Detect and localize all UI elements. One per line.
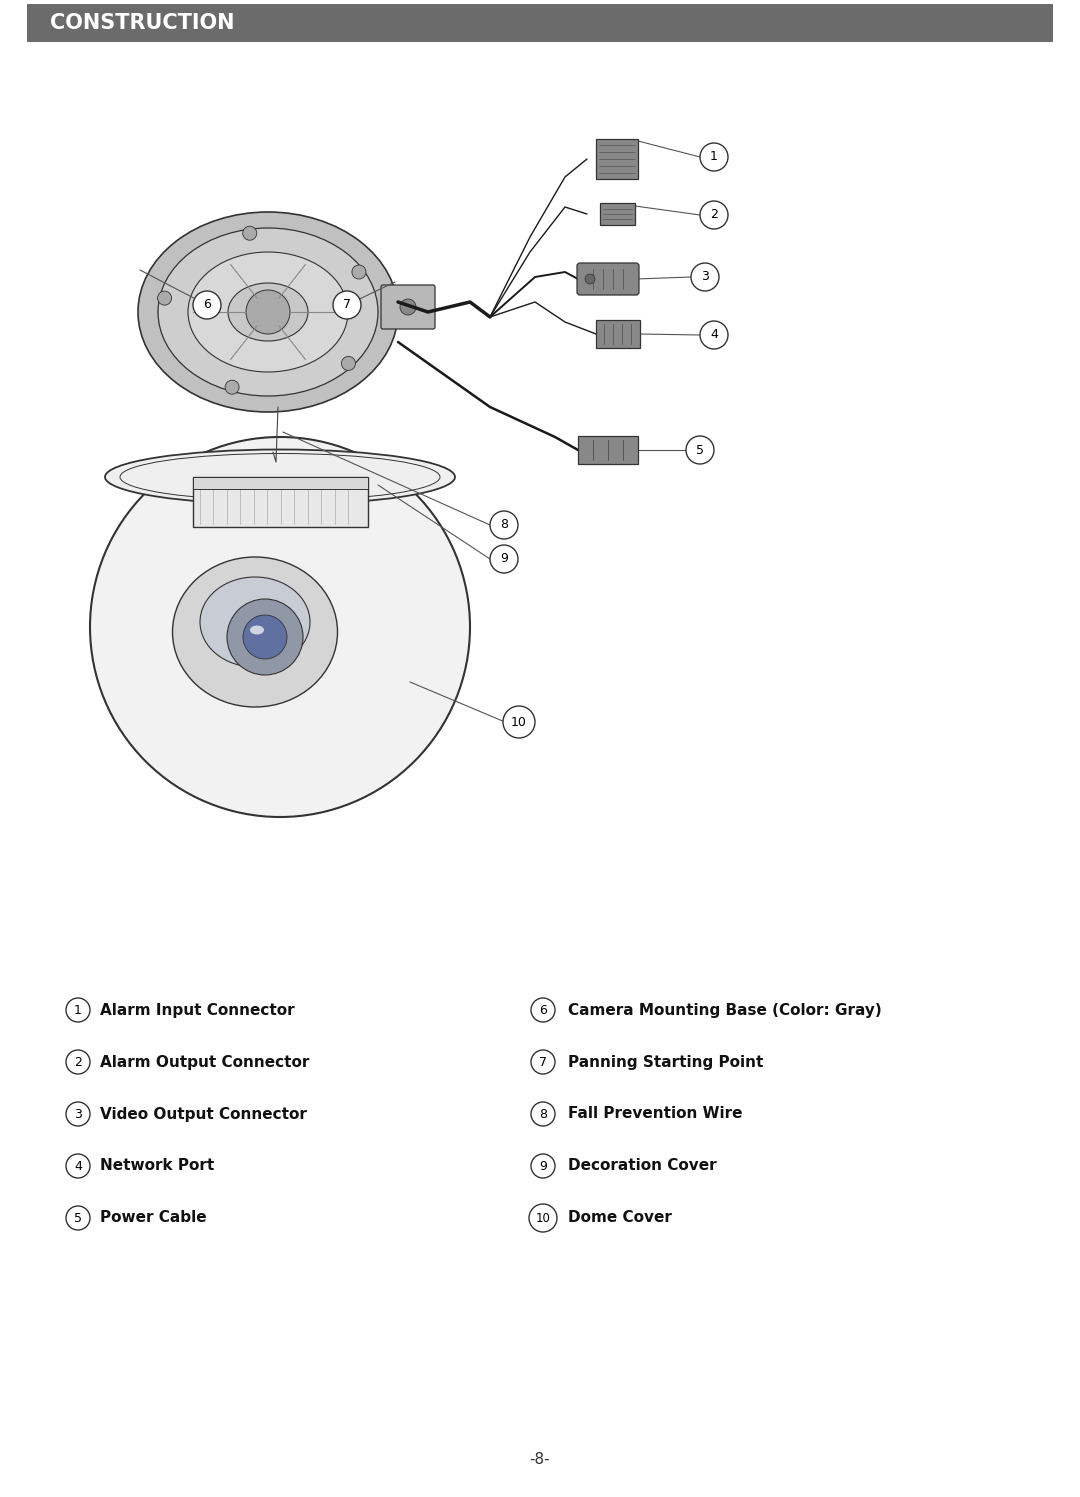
Text: -8-: -8- bbox=[529, 1452, 551, 1467]
Circle shape bbox=[490, 510, 518, 539]
Text: 1: 1 bbox=[75, 1003, 82, 1016]
Text: Panning Starting Point: Panning Starting Point bbox=[568, 1054, 764, 1069]
Circle shape bbox=[352, 265, 366, 278]
Circle shape bbox=[193, 290, 221, 319]
Circle shape bbox=[531, 1102, 555, 1126]
Text: Power Cable: Power Cable bbox=[100, 1211, 206, 1226]
Text: 2: 2 bbox=[75, 1055, 82, 1069]
Text: 4: 4 bbox=[75, 1160, 82, 1172]
Text: Network Port: Network Port bbox=[100, 1159, 214, 1174]
Text: 3: 3 bbox=[75, 1108, 82, 1120]
Circle shape bbox=[529, 1204, 557, 1232]
Text: 3: 3 bbox=[701, 271, 708, 283]
Text: 10: 10 bbox=[511, 716, 527, 729]
Ellipse shape bbox=[138, 213, 399, 412]
Text: Fall Prevention Wire: Fall Prevention Wire bbox=[568, 1106, 743, 1121]
Text: 5: 5 bbox=[75, 1211, 82, 1225]
Text: 1: 1 bbox=[710, 151, 718, 163]
Circle shape bbox=[400, 299, 416, 314]
Ellipse shape bbox=[173, 557, 337, 707]
Text: 8: 8 bbox=[539, 1108, 546, 1120]
Circle shape bbox=[585, 274, 595, 284]
Text: 2: 2 bbox=[710, 208, 718, 222]
Circle shape bbox=[691, 263, 719, 290]
Circle shape bbox=[66, 1154, 90, 1178]
Text: 9: 9 bbox=[539, 1160, 546, 1172]
Text: CONSTRUCTION: CONSTRUCTION bbox=[50, 13, 234, 33]
Text: Camera Mounting Base (Color: Gray): Camera Mounting Base (Color: Gray) bbox=[568, 1003, 881, 1018]
Text: 5: 5 bbox=[696, 443, 704, 457]
Ellipse shape bbox=[200, 576, 310, 668]
FancyBboxPatch shape bbox=[27, 4, 1053, 42]
Circle shape bbox=[686, 436, 714, 464]
FancyBboxPatch shape bbox=[596, 320, 640, 347]
Circle shape bbox=[503, 707, 535, 738]
FancyBboxPatch shape bbox=[192, 478, 367, 527]
Ellipse shape bbox=[188, 251, 348, 371]
Text: 4: 4 bbox=[710, 328, 718, 341]
Text: 6: 6 bbox=[539, 1003, 546, 1016]
Circle shape bbox=[227, 599, 303, 675]
FancyBboxPatch shape bbox=[577, 263, 639, 295]
Text: 9: 9 bbox=[500, 552, 508, 566]
FancyBboxPatch shape bbox=[596, 139, 638, 180]
Circle shape bbox=[246, 290, 291, 334]
Circle shape bbox=[225, 380, 239, 394]
Text: 6: 6 bbox=[203, 298, 211, 311]
Circle shape bbox=[66, 1207, 90, 1231]
Ellipse shape bbox=[249, 626, 264, 635]
Text: Video Output Connector: Video Output Connector bbox=[100, 1106, 307, 1121]
Circle shape bbox=[490, 545, 518, 573]
Circle shape bbox=[531, 1049, 555, 1073]
Circle shape bbox=[531, 998, 555, 1022]
Circle shape bbox=[66, 1102, 90, 1126]
Circle shape bbox=[333, 290, 361, 319]
Circle shape bbox=[158, 290, 172, 305]
Text: Alarm Output Connector: Alarm Output Connector bbox=[100, 1054, 309, 1069]
FancyBboxPatch shape bbox=[192, 478, 367, 490]
Text: 7: 7 bbox=[539, 1055, 546, 1069]
FancyBboxPatch shape bbox=[381, 284, 435, 329]
Text: Decoration Cover: Decoration Cover bbox=[568, 1159, 717, 1174]
Text: 10: 10 bbox=[536, 1211, 551, 1225]
Text: 7: 7 bbox=[343, 298, 351, 311]
Circle shape bbox=[341, 356, 355, 370]
Circle shape bbox=[243, 615, 287, 659]
Circle shape bbox=[700, 144, 728, 171]
Circle shape bbox=[66, 998, 90, 1022]
Circle shape bbox=[90, 437, 470, 817]
Circle shape bbox=[243, 226, 257, 240]
Circle shape bbox=[66, 1049, 90, 1073]
Ellipse shape bbox=[158, 228, 378, 397]
Circle shape bbox=[700, 201, 728, 229]
Text: 8: 8 bbox=[500, 518, 508, 531]
FancyBboxPatch shape bbox=[578, 436, 638, 464]
Circle shape bbox=[531, 1154, 555, 1178]
Circle shape bbox=[700, 320, 728, 349]
Text: Dome Cover: Dome Cover bbox=[568, 1211, 672, 1226]
Ellipse shape bbox=[228, 283, 308, 341]
Text: Alarm Input Connector: Alarm Input Connector bbox=[100, 1003, 295, 1018]
FancyBboxPatch shape bbox=[599, 204, 635, 225]
Ellipse shape bbox=[105, 449, 455, 504]
